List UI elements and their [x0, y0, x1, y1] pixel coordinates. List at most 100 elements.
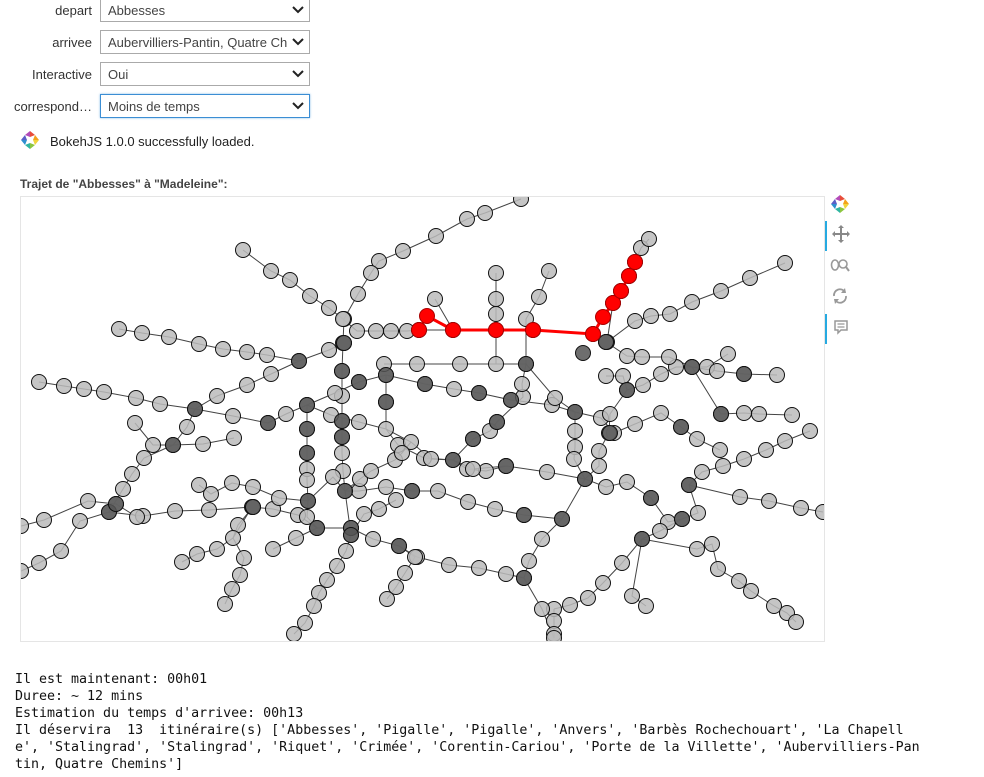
station-node[interactable]: [689, 431, 705, 447]
station-node[interactable]: [215, 341, 231, 357]
station-node[interactable]: [428, 228, 444, 244]
station-node[interactable]: [713, 283, 729, 299]
station-node[interactable]: [554, 511, 570, 527]
station-node[interactable]: [627, 416, 643, 432]
station-node[interactable]: [335, 311, 351, 327]
station-node[interactable]: [187, 401, 203, 417]
station-node[interactable]: [793, 500, 809, 516]
station-node[interactable]: [653, 405, 669, 421]
station-node[interactable]: [575, 345, 591, 361]
station-node[interactable]: [635, 377, 651, 393]
station-node[interactable]: [334, 445, 350, 461]
station-node[interactable]: [732, 489, 748, 505]
station-node[interactable]: [452, 356, 468, 372]
station-node[interactable]: [736, 451, 752, 467]
station-node[interactable]: [115, 481, 131, 497]
station-node[interactable]: [31, 374, 47, 390]
station-node[interactable]: [427, 291, 443, 307]
station-node[interactable]: [567, 404, 583, 420]
correspondance-select[interactable]: Moins de temps: [100, 94, 310, 118]
metro-network-plot[interactable]: [20, 196, 825, 642]
station-node[interactable]: [352, 471, 368, 487]
station-node[interactable]: [394, 445, 410, 461]
station-node[interactable]: [124, 466, 140, 482]
station-node[interactable]: [108, 496, 124, 512]
station-node[interactable]: [430, 483, 446, 499]
station-node[interactable]: [742, 270, 758, 286]
station-node[interactable]: [743, 583, 759, 599]
station-node[interactable]: [53, 543, 69, 559]
station-node[interactable]: [634, 349, 650, 365]
station-node[interactable]: [167, 503, 183, 519]
station-node[interactable]: [591, 443, 607, 459]
station-node[interactable]: [643, 308, 659, 324]
depart-select[interactable]: Abbesses: [100, 0, 310, 22]
station-node[interactable]: [127, 415, 143, 431]
station-node[interactable]: [562, 597, 578, 613]
station-node[interactable]: [245, 479, 261, 495]
station-node[interactable]: [619, 382, 635, 398]
station-node[interactable]: [465, 431, 481, 447]
station-node[interactable]: [297, 615, 313, 631]
station-node[interactable]: [235, 242, 251, 258]
station-node[interactable]: [239, 344, 255, 360]
station-node[interactable]: [286, 626, 302, 642]
route-station-node[interactable]: [419, 308, 435, 324]
station-node[interactable]: [299, 421, 315, 437]
station-node[interactable]: [309, 520, 325, 536]
station-node[interactable]: [282, 272, 298, 288]
route-station-node[interactable]: [585, 326, 601, 342]
station-node[interactable]: [191, 336, 207, 352]
station-node[interactable]: [203, 486, 219, 502]
station-node[interactable]: [653, 366, 669, 382]
station-node[interactable]: [379, 591, 395, 607]
station-node[interactable]: [189, 546, 205, 562]
station-node[interactable]: [152, 396, 168, 412]
station-node[interactable]: [265, 541, 281, 557]
station-node[interactable]: [165, 437, 181, 453]
station-node[interactable]: [334, 413, 350, 429]
station-node[interactable]: [488, 306, 504, 322]
station-node[interactable]: [602, 406, 618, 422]
station-node[interactable]: [712, 442, 728, 458]
station-node[interactable]: [174, 554, 190, 570]
station-node[interactable]: [641, 231, 657, 247]
station-node[interactable]: [72, 513, 88, 529]
station-node[interactable]: [409, 356, 425, 372]
station-node[interactable]: [56, 378, 72, 394]
station-node[interactable]: [31, 555, 47, 571]
station-node[interactable]: [356, 506, 372, 522]
station-node[interactable]: [460, 494, 476, 510]
station-node[interactable]: [351, 414, 367, 430]
station-node[interactable]: [751, 406, 767, 422]
station-node[interactable]: [111, 321, 127, 337]
station-node[interactable]: [518, 356, 534, 372]
station-node[interactable]: [577, 471, 593, 487]
station-node[interactable]: [291, 353, 307, 369]
station-node[interactable]: [371, 253, 387, 269]
station-node[interactable]: [459, 211, 475, 227]
station-node[interactable]: [602, 425, 618, 441]
station-node[interactable]: [343, 527, 359, 543]
station-node[interactable]: [580, 590, 596, 606]
station-node[interactable]: [446, 381, 462, 397]
station-node[interactable]: [21, 518, 29, 534]
station-node[interactable]: [674, 511, 690, 527]
station-node[interactable]: [503, 392, 519, 408]
station-node[interactable]: [478, 463, 494, 479]
station-node[interactable]: [690, 505, 706, 521]
station-node[interactable]: [302, 288, 318, 304]
route-station-node[interactable]: [488, 322, 504, 338]
station-node[interactable]: [371, 501, 387, 517]
route-station-node[interactable]: [525, 322, 541, 338]
station-node[interactable]: [299, 397, 315, 413]
route-station-node[interactable]: [613, 283, 629, 299]
station-node[interactable]: [758, 442, 774, 458]
station-node[interactable]: [736, 405, 752, 421]
station-node[interactable]: [224, 475, 240, 491]
station-node[interactable]: [513, 197, 529, 207]
station-node[interactable]: [595, 575, 611, 591]
station-node[interactable]: [403, 434, 419, 450]
station-node[interactable]: [761, 493, 777, 509]
station-node[interactable]: [263, 366, 279, 382]
